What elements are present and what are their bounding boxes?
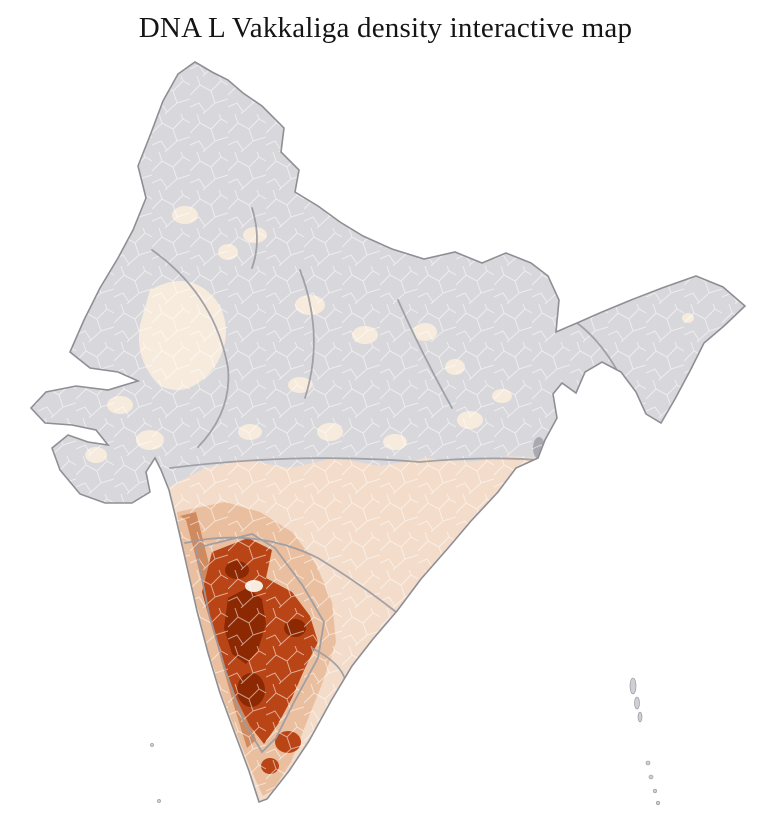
page-title: DNA L Vakkaliga density interactive map	[138, 12, 633, 44]
island-districts[interactable]	[150, 677, 661, 806]
state-boundaries	[151, 207, 619, 754]
